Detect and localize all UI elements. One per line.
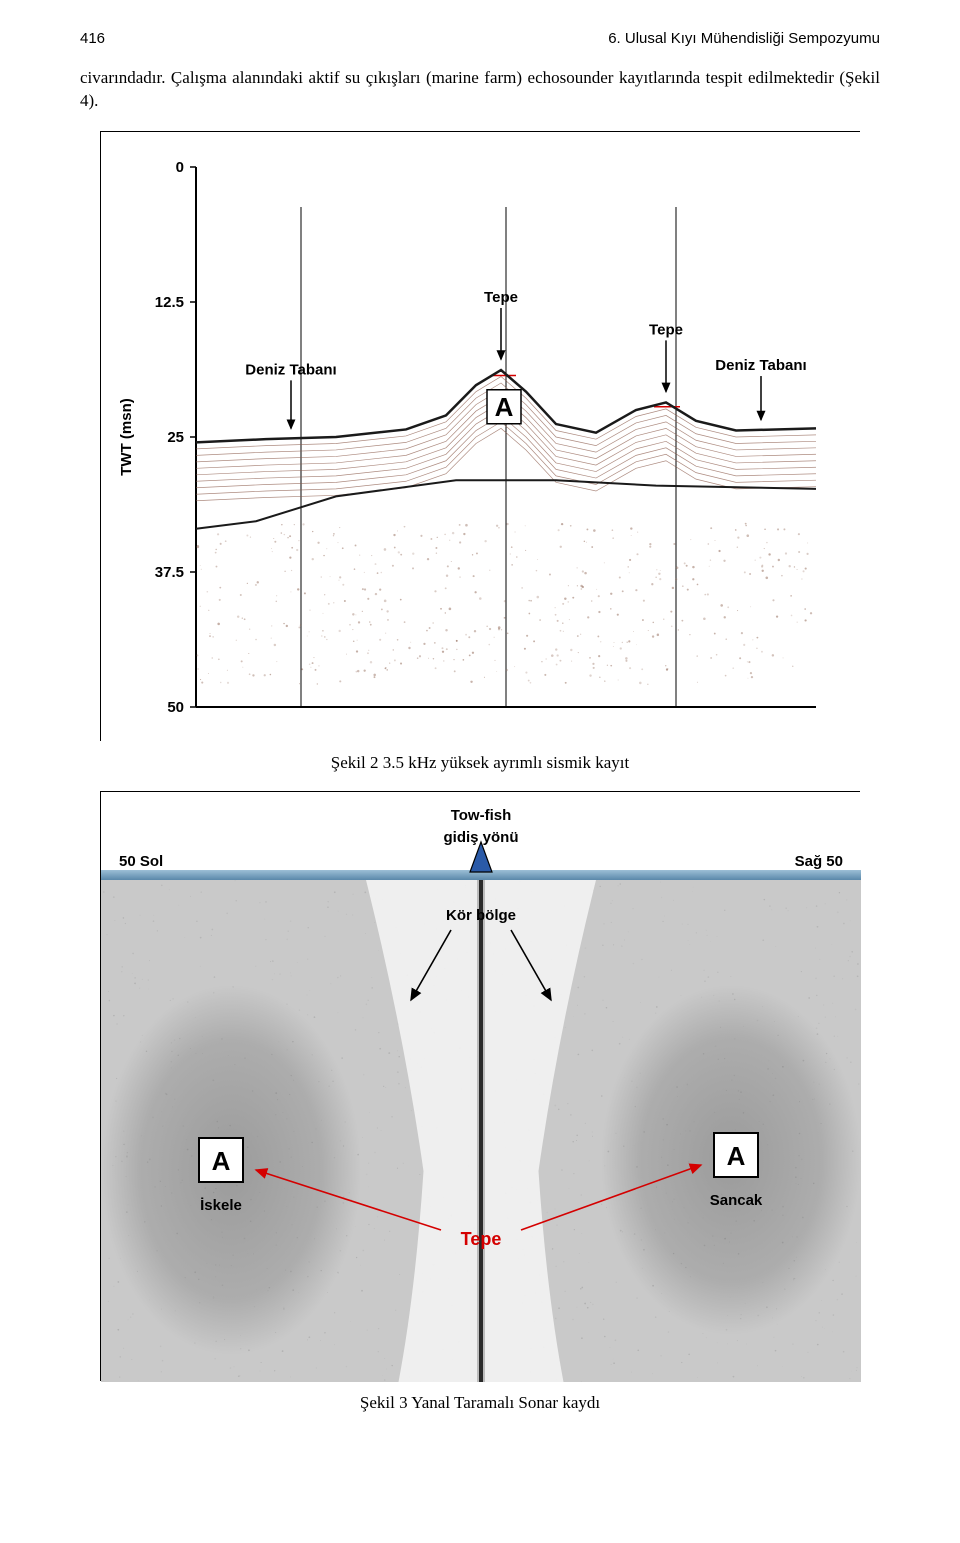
svg-text:A: A	[495, 392, 514, 422]
seismic-svg: 0 12.5 25 37.5 50 TWT (msn) Deniz Tabanı Tepe Te…	[101, 132, 861, 742]
figure-sonar-caption: Şekil 3 Yanal Taramalı Sonar kaydı	[80, 1393, 880, 1413]
svg-text:Deniz Tabanı: Deniz Tabanı	[715, 357, 806, 374]
svg-text:Tepe: Tepe	[649, 321, 683, 338]
svg-text:Sancak: Sancak	[710, 1192, 763, 1209]
figure-seismic: 0 12.5 25 37.5 50 TWT (msn) Deniz Tabanı Tepe Te…	[100, 131, 860, 741]
svg-text:A: A	[212, 1146, 231, 1176]
figure-sonar: Tow-fishgidiş yönü50 SolSağ 50Kör bölgeA…	[100, 791, 860, 1381]
svg-text:0: 0	[176, 159, 184, 176]
svg-text:12.5: 12.5	[155, 294, 184, 311]
svg-text:TWT (msn): TWT (msn)	[118, 398, 135, 475]
svg-text:İskele: İskele	[200, 1197, 242, 1214]
figure-seismic-caption: Şekil 2 3.5 kHz yüksek ayrımlı sismik ka…	[80, 753, 880, 773]
svg-text:Deniz Tabanı: Deniz Tabanı	[245, 361, 336, 378]
svg-text:Tow-fish: Tow-fish	[451, 807, 512, 824]
svg-text:50 Sol: 50 Sol	[119, 853, 163, 870]
svg-text:37.5: 37.5	[155, 564, 184, 581]
svg-text:Sağ 50: Sağ 50	[795, 853, 843, 870]
page-header: 416 6. Ulusal Kıyı Mühendisliği Sempozyu…	[80, 30, 880, 47]
running-title: 6. Ulusal Kıyı Mühendisliği Sempozyumu	[608, 30, 880, 47]
body-paragraph: civarındadır. Çalışma alanındaki aktif s…	[80, 67, 880, 113]
svg-text:50: 50	[167, 699, 184, 716]
sonar-svg: Tow-fishgidiş yönü50 SolSağ 50Kör bölgeA…	[101, 792, 861, 1382]
page-number: 416	[80, 30, 105, 47]
svg-text:Tepe: Tepe	[484, 289, 518, 306]
svg-text:25: 25	[167, 429, 184, 446]
svg-text:A: A	[727, 1141, 746, 1171]
svg-text:Kör bölge: Kör bölge	[446, 907, 516, 924]
svg-text:Tepe: Tepe	[461, 1229, 502, 1249]
